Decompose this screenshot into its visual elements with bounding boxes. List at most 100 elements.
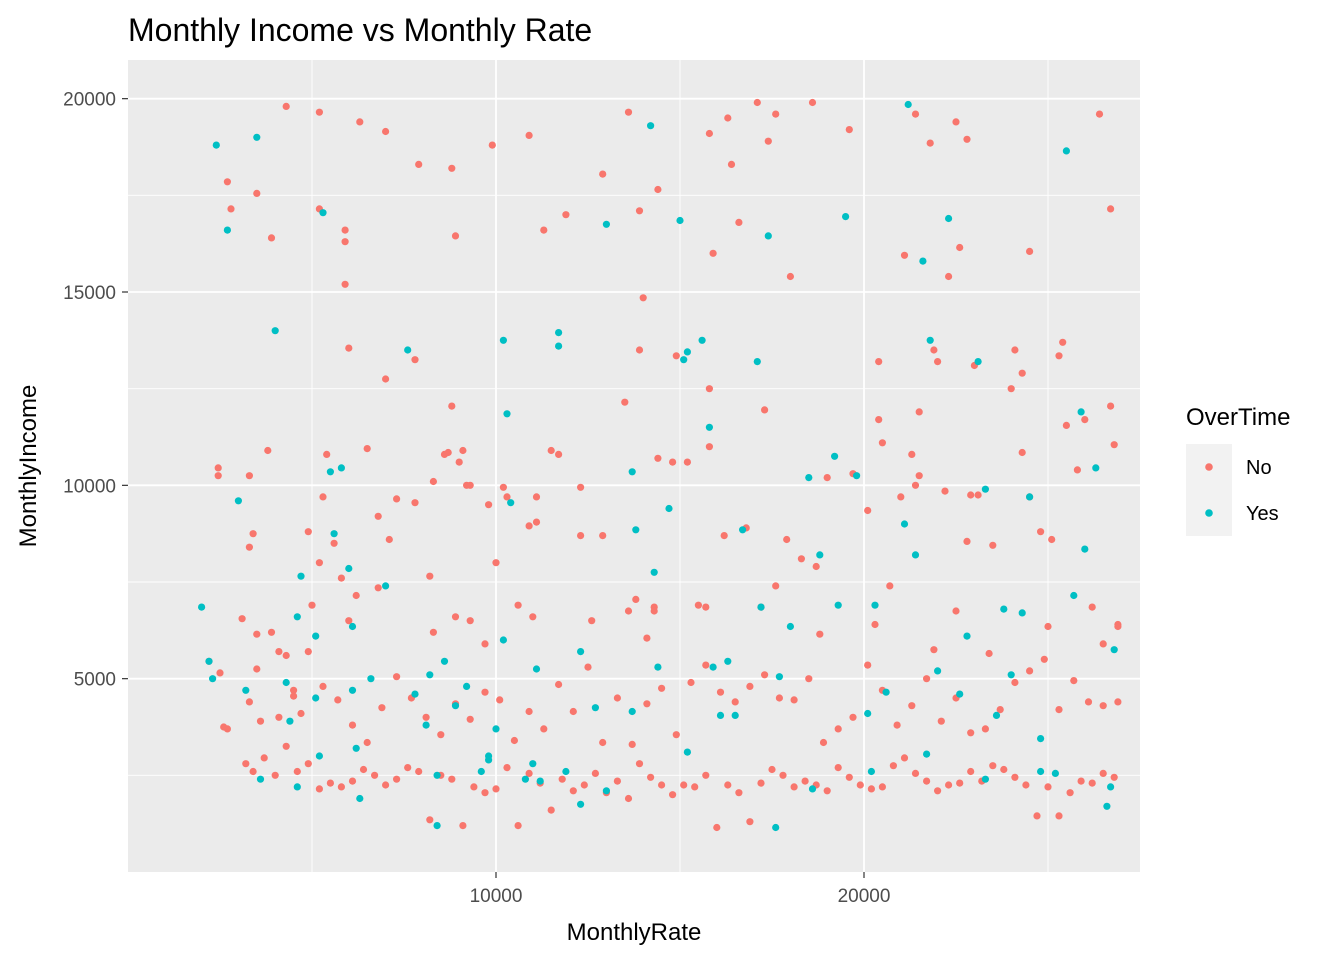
- data-point-no: [558, 775, 566, 783]
- data-point-no: [499, 483, 507, 491]
- y-axis: 5000 10000 15000 20000: [63, 90, 128, 691]
- data-point-no: [1107, 402, 1115, 410]
- data-point-no: [989, 762, 997, 770]
- data-point-no: [613, 694, 622, 702]
- data-point-no: [1066, 789, 1074, 797]
- data-point-no: [503, 493, 511, 501]
- chart-title: Monthly Income vs Monthly Rate: [128, 12, 592, 48]
- data-point-no: [540, 226, 548, 234]
- data-point-yes: [223, 226, 231, 234]
- data-point-yes: [463, 682, 471, 691]
- data-point-no: [451, 232, 460, 240]
- data-point-no: [963, 537, 971, 546]
- y-tick-label: 15000: [63, 283, 116, 304]
- data-point-no: [996, 706, 1004, 714]
- data-point-yes: [577, 800, 585, 808]
- data-point-no: [1095, 110, 1104, 118]
- data-point-no: [282, 102, 290, 110]
- data-point-no: [577, 483, 585, 491]
- y-tick-label: 5000: [74, 670, 116, 691]
- data-point-no: [503, 764, 511, 772]
- data-point-no: [588, 617, 596, 625]
- data-point-no: [672, 352, 680, 360]
- data-point-yes: [772, 823, 780, 832]
- data-point-no: [635, 346, 644, 354]
- data-point-no: [382, 127, 390, 136]
- data-point-yes: [382, 582, 390, 590]
- data-point-yes: [433, 771, 441, 779]
- data-point-no: [1048, 535, 1056, 544]
- data-point-yes: [724, 657, 732, 665]
- data-point-no: [304, 760, 312, 768]
- data-point-no: [485, 501, 493, 509]
- data-point-yes: [348, 686, 357, 694]
- data-point-no: [705, 443, 714, 451]
- data-point-no: [245, 472, 253, 480]
- data-point-yes: [1081, 545, 1089, 553]
- data-point-no: [1026, 667, 1034, 675]
- data-point-no: [1077, 777, 1085, 785]
- data-point-no: [510, 736, 518, 745]
- data-point-no: [624, 108, 633, 116]
- data-point-no: [1099, 640, 1107, 648]
- data-point-no: [956, 243, 964, 252]
- data-point-no: [371, 771, 379, 779]
- data-point-no: [683, 458, 692, 466]
- data-point-yes: [786, 622, 795, 631]
- data-point-no: [937, 717, 945, 725]
- y-tick-label: 20000: [63, 90, 116, 111]
- data-point-no: [429, 477, 437, 486]
- data-point-no: [680, 781, 688, 789]
- data-point-no: [411, 356, 419, 364]
- data-point-no: [911, 481, 920, 489]
- data-point-no: [875, 416, 883, 424]
- data-point-yes: [212, 141, 220, 149]
- data-point-yes: [315, 752, 323, 760]
- data-point-yes: [698, 336, 706, 344]
- data-point-no: [945, 272, 953, 281]
- data-point-no: [264, 446, 272, 455]
- data-point-yes: [345, 564, 353, 573]
- data-point-no: [930, 646, 938, 654]
- data-point-no: [702, 603, 710, 611]
- data-point-no: [786, 272, 795, 281]
- data-point-yes: [286, 717, 294, 725]
- data-point-yes: [867, 767, 876, 776]
- legend-entries: No Yes: [1186, 444, 1279, 536]
- data-point-yes: [256, 775, 265, 783]
- data-point-no: [783, 535, 791, 544]
- data-point-yes: [956, 690, 964, 698]
- data-point-no: [808, 98, 817, 107]
- data-point-no: [878, 439, 887, 447]
- data-point-no: [315, 559, 323, 567]
- data-point-yes: [981, 775, 990, 783]
- data-point-no: [1099, 769, 1107, 778]
- data-point-no: [967, 767, 975, 776]
- data-point-yes: [451, 702, 460, 710]
- data-point-no: [267, 628, 276, 636]
- data-point-no: [326, 779, 334, 787]
- data-point-no: [963, 135, 971, 143]
- data-point-no: [694, 601, 703, 609]
- data-point-no: [702, 771, 710, 779]
- data-point-no: [823, 787, 831, 795]
- data-point-no: [1107, 205, 1115, 213]
- data-point-yes: [992, 711, 1001, 720]
- data-point-no: [805, 675, 813, 683]
- data-point-no: [253, 665, 261, 673]
- data-point-yes: [367, 675, 375, 683]
- data-point-no: [356, 118, 364, 126]
- data-point-yes: [602, 220, 611, 228]
- y-axis-title: MonthlyIncome: [15, 385, 42, 548]
- data-point-yes: [757, 603, 765, 611]
- data-point-yes: [422, 721, 430, 729]
- data-point-yes: [805, 474, 813, 482]
- data-point-yes: [536, 777, 544, 785]
- data-point-no: [952, 607, 960, 615]
- data-point-no: [481, 640, 489, 648]
- data-point-yes: [650, 568, 658, 576]
- data-point-yes: [871, 601, 879, 609]
- data-point-yes: [330, 530, 338, 538]
- grid-major: [128, 60, 1140, 872]
